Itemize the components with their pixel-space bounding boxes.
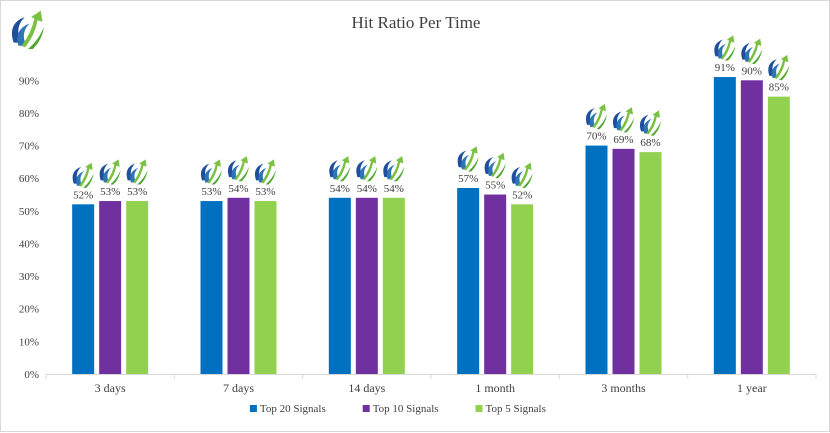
category-label: 3 months <box>601 381 646 395</box>
data-label: 54% <box>384 183 404 195</box>
category-label: 1 year <box>737 381 767 395</box>
data-label: 90% <box>742 65 762 77</box>
y-tick-label: 20% <box>19 304 39 316</box>
bar <box>767 96 790 374</box>
data-label: 53% <box>201 186 221 198</box>
data-label: 53% <box>127 186 147 198</box>
chart-title: Hit Ratio Per Time <box>352 13 481 32</box>
growth-arrow-logo-icon <box>99 159 121 185</box>
category-label: 3 days <box>95 381 126 395</box>
y-tick-label: 60% <box>19 173 39 185</box>
data-label: 57% <box>458 173 478 185</box>
category-label: 1 month <box>475 381 515 395</box>
data-label: 53% <box>255 186 275 198</box>
growth-arrow-logo-icon <box>126 159 148 185</box>
growth-arrow-logo-icon <box>356 156 378 182</box>
data-label: 54% <box>330 183 350 195</box>
y-tick-label: 50% <box>19 206 39 218</box>
legend-swatch <box>249 405 257 412</box>
growth-arrow-logo-icon <box>511 162 533 188</box>
growth-arrow-logo-icon <box>639 110 661 136</box>
growth-arrow-logo-icon <box>714 35 736 61</box>
bar <box>612 148 635 374</box>
growth-arrow-logo-icon <box>457 146 479 172</box>
growth-arrow-logo-icon <box>254 159 276 185</box>
data-label: 85% <box>769 82 789 94</box>
data-label: 69% <box>613 134 633 146</box>
bar <box>740 80 763 374</box>
y-tick-label: 40% <box>19 238 39 250</box>
bar <box>200 201 223 374</box>
growth-arrow-logo-icon <box>72 162 94 188</box>
bar <box>511 204 534 374</box>
y-tick-label: 80% <box>19 108 39 120</box>
data-label: 54% <box>357 183 377 195</box>
data-label: 54% <box>228 183 248 195</box>
data-label: 68% <box>640 137 660 149</box>
growth-arrow-logo-icon <box>329 156 351 182</box>
y-tick-label: 70% <box>19 141 39 153</box>
growth-arrow-logo-icon <box>383 156 405 182</box>
legend-label: Top 10 Signals <box>373 403 439 415</box>
legend-swatch <box>362 405 370 412</box>
growth-arrow-logo-icon <box>11 10 44 50</box>
bar <box>639 152 662 374</box>
legend-label: Top 5 Signals <box>486 403 546 415</box>
growth-arrow-logo-icon <box>227 156 249 182</box>
data-label: 70% <box>586 131 606 143</box>
category-label: 7 days <box>223 381 254 395</box>
data-label: 52% <box>73 189 93 201</box>
bar <box>99 201 122 374</box>
bar <box>585 145 608 374</box>
y-tick-label: 0% <box>24 369 39 381</box>
legend-swatch <box>475 405 483 412</box>
growth-arrow-logo-icon <box>484 152 506 179</box>
bar <box>484 194 507 374</box>
growth-arrow-logo-icon <box>741 38 763 64</box>
bar <box>227 197 250 374</box>
y-tick-label: 90% <box>19 75 39 87</box>
growth-arrow-logo-icon <box>768 54 790 81</box>
bar <box>382 197 405 374</box>
data-label: 55% <box>485 180 505 192</box>
y-tick-label: 10% <box>19 336 39 348</box>
y-tick-label: 30% <box>19 271 39 283</box>
bar <box>72 204 95 374</box>
growth-arrow-logo-icon <box>585 103 607 130</box>
bar <box>355 197 378 374</box>
bar <box>457 188 480 374</box>
bar <box>328 197 351 374</box>
data-label: 91% <box>715 62 735 74</box>
legend-label: Top 20 Signals <box>260 403 326 415</box>
bar <box>254 201 277 374</box>
bar <box>126 201 149 374</box>
data-label: 52% <box>512 189 532 201</box>
growth-arrow-logo-icon <box>200 159 222 185</box>
bar <box>713 77 736 374</box>
growth-arrow-logo-icon <box>612 107 634 133</box>
data-label: 53% <box>100 186 120 198</box>
category-label: 14 days <box>348 381 385 395</box>
